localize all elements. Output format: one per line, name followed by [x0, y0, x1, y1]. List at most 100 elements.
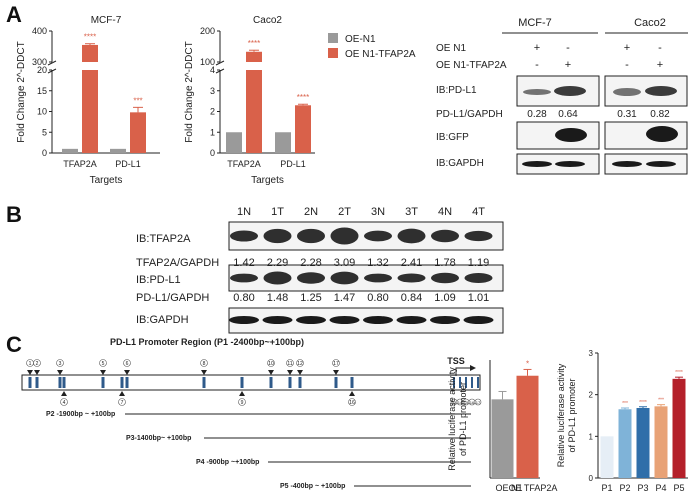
band	[230, 273, 258, 283]
bar	[82, 44, 98, 62]
lane-label: 2N	[304, 206, 318, 218]
y-tick-label: 2	[589, 391, 594, 400]
western-blot-a: MCF-7 Caco2 OE N1 OE N1-TFAP2A + - + - -…	[436, 17, 688, 175]
binding-site-bar	[288, 377, 292, 388]
site-number: 17	[333, 361, 339, 367]
x-tick-label: P3	[637, 483, 648, 493]
bar	[672, 378, 686, 478]
y-axis-label: of PD-L1 promoter	[458, 382, 468, 456]
site-number-circle	[118, 398, 126, 406]
band	[296, 316, 326, 324]
band	[396, 316, 427, 324]
binding-site-bar	[35, 377, 39, 388]
mark: -	[625, 59, 629, 71]
x-tick-label: TFAP2A	[63, 159, 97, 169]
bar	[618, 409, 632, 478]
panel-letter-b: B	[6, 202, 22, 227]
site-number: 7	[121, 400, 124, 406]
construct-label-p5: P5 -400bp ~ +100bp	[280, 483, 345, 490]
blot-label-tfap2a: IB:TFAP2A	[136, 233, 191, 245]
y-tick-label: 200	[200, 26, 215, 36]
site-number: 5	[102, 361, 105, 367]
ratio-value: 1.42	[233, 257, 254, 269]
ratio-value: 1.48	[267, 292, 288, 304]
site-number-circle	[238, 398, 246, 406]
site-marker	[239, 391, 245, 396]
site-number: 16	[349, 400, 355, 406]
band	[430, 316, 460, 324]
site-number: 13	[452, 400, 457, 405]
y-tick-label: 10	[37, 107, 47, 117]
site-marker	[201, 370, 207, 375]
y-tick-label: 0	[589, 474, 594, 483]
band	[464, 272, 493, 284]
bar	[226, 132, 242, 153]
ratio-value: 0.28	[527, 109, 547, 120]
band	[554, 86, 586, 96]
band	[330, 271, 359, 285]
site-number: 4	[63, 400, 66, 406]
binding-site-bar	[459, 377, 461, 388]
blot-label-gapdh-b: IB:GAPDH	[136, 314, 189, 326]
ratio-value: 1.78	[434, 257, 455, 269]
promoter-title: PD-L1 Promoter Region (P1 -2400bp~+100bp…	[110, 337, 304, 347]
x-tick-label: OE N1	[495, 483, 522, 493]
site-number-circle	[33, 359, 41, 367]
lane-label: 4T	[472, 206, 485, 218]
site-number: 3	[59, 361, 62, 367]
site-number-circle	[56, 359, 64, 367]
site-number-circle	[200, 359, 208, 367]
site-number-circle	[286, 359, 294, 367]
band	[297, 228, 325, 244]
band	[431, 229, 459, 243]
site-marker	[124, 370, 130, 375]
site-number-circle	[60, 398, 68, 406]
luciferase-chart-oe: Relative luciferase activity of PD-L1 pro…	[447, 359, 557, 493]
site-marker	[287, 370, 293, 375]
x-tick-label: OE TFAP2A	[509, 483, 558, 493]
site-marker	[27, 370, 33, 375]
ratio-label-pdl1-b: PD-L1/GAPDH	[136, 292, 209, 304]
significance-label: ***	[133, 96, 142, 105]
ratio-value: 1.01	[468, 292, 489, 304]
blot-label-gapdh: IB:GAPDH	[436, 158, 484, 169]
axis-break-mark	[47, 68, 57, 74]
site-number-circle	[348, 398, 356, 406]
binding-site-bar	[62, 377, 66, 388]
binding-site-bar	[58, 377, 62, 388]
significance-label: *	[526, 359, 529, 368]
y-tick-label: 4	[210, 65, 215, 75]
tss-label: TSS	[447, 356, 465, 366]
site-number-circle	[296, 359, 304, 367]
legend-panel-a: OE-N1 OE N1-TFAP2A	[328, 33, 416, 60]
y-tick-label: 3	[589, 349, 594, 358]
binding-site-bar	[101, 377, 105, 388]
site-marker	[61, 391, 67, 396]
binding-site-bar	[334, 377, 338, 388]
site-number: 8	[203, 361, 206, 367]
ratio-value: 1.25	[300, 292, 321, 304]
ratio-value: 0.31	[617, 109, 637, 120]
significance-label: ****	[297, 93, 309, 102]
band	[646, 126, 678, 142]
band	[645, 86, 677, 96]
row-label-oe-n1-tfap2a: OE N1-TFAP2A	[436, 60, 507, 71]
significance-label: ****	[248, 39, 260, 48]
promoter-bar	[21, 374, 481, 391]
bar	[246, 51, 262, 62]
lane-label: 3T	[405, 206, 418, 218]
band	[263, 271, 292, 285]
ratio-value: 1.09	[434, 292, 455, 304]
ratio-value: 2.29	[267, 257, 288, 269]
site-number: 14	[458, 400, 463, 405]
y-axis-label: Fold Change 2^-DDCT	[16, 41, 27, 142]
binding-site-bar	[269, 377, 273, 388]
panel-letter-c: C	[6, 332, 22, 357]
x-tick-label: P5	[673, 483, 684, 493]
ratio-value: 2.41	[401, 257, 422, 269]
legend-swatch-oe-n1	[328, 33, 338, 43]
band	[329, 316, 360, 324]
ratio-label-tfap2a: TFAP2A/GAPDH	[136, 257, 219, 269]
